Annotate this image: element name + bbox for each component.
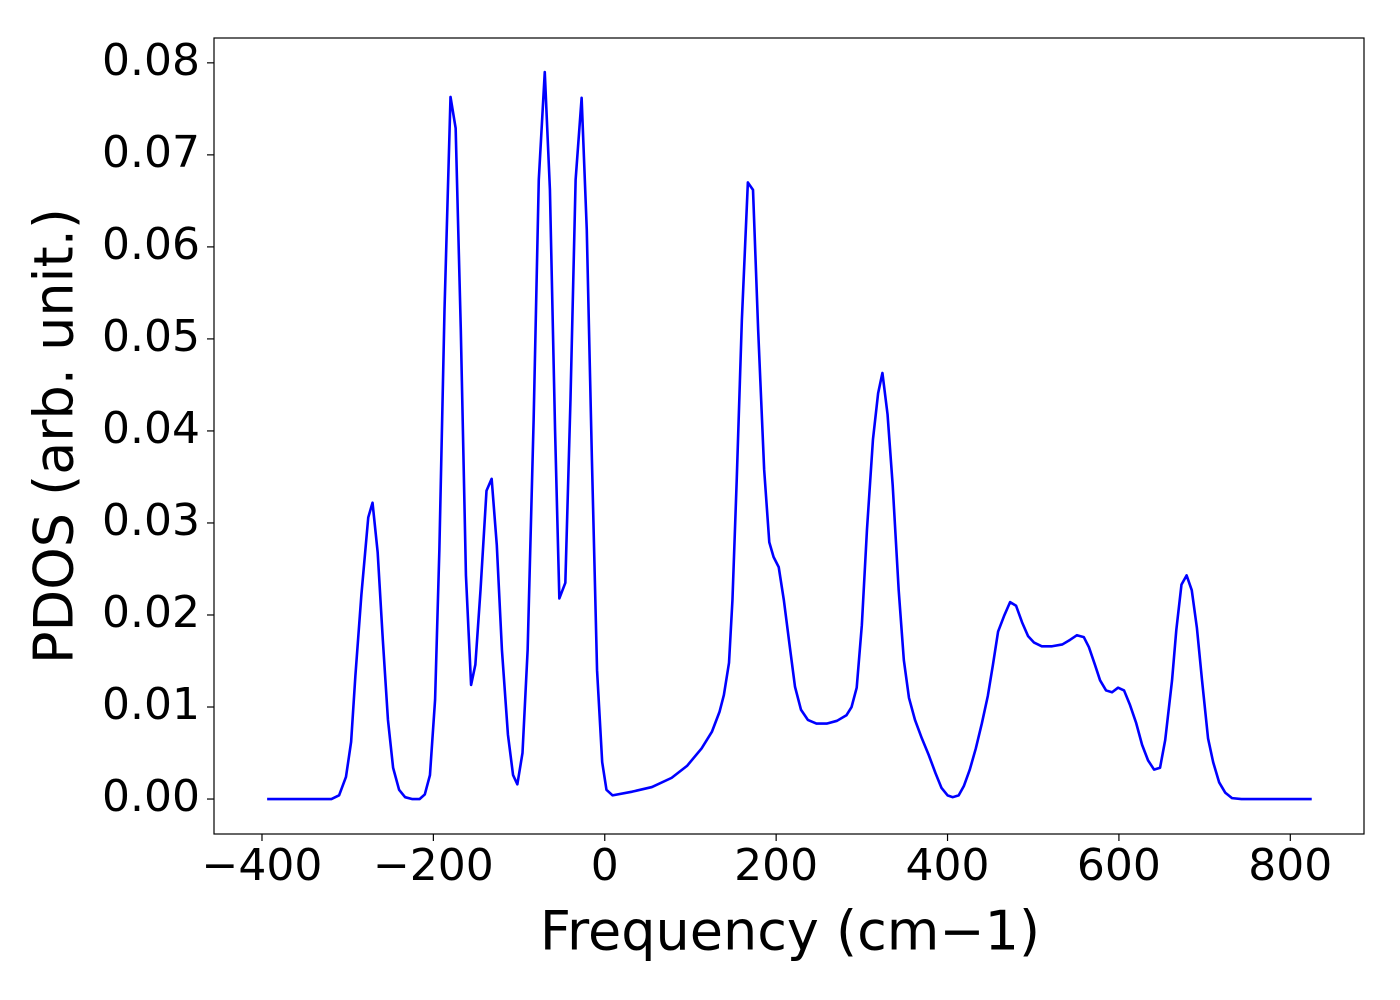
- y-tick-label: 0.02: [102, 587, 200, 638]
- y-tick-label: 0.05: [102, 311, 200, 362]
- y-tick-label: 0.00: [102, 771, 200, 822]
- x-tick-label: −400: [202, 840, 323, 891]
- x-tick-label: −200: [373, 840, 494, 891]
- x-tick-label: 600: [1077, 840, 1161, 891]
- x-tick-label: 0: [591, 840, 619, 891]
- y-tick-label: 0.07: [102, 127, 200, 178]
- y-tick-label: 0.01: [102, 679, 200, 730]
- y-tick-label: 0.06: [102, 219, 200, 270]
- x-tick-label: 800: [1248, 840, 1332, 891]
- y-axis-label: PDOS (arb. unit.): [23, 208, 86, 664]
- y-tick-label: 0.03: [102, 495, 200, 546]
- x-tick-label: 200: [734, 840, 818, 891]
- y-tick-label: 0.04: [102, 403, 200, 454]
- plot-frame: [213, 37, 1365, 835]
- data-line: [267, 70, 1312, 801]
- y-tick-label: 0.08: [102, 35, 200, 86]
- x-tick-label: 400: [906, 840, 990, 891]
- x-axis-label: Frequency (cm−1): [540, 900, 1040, 963]
